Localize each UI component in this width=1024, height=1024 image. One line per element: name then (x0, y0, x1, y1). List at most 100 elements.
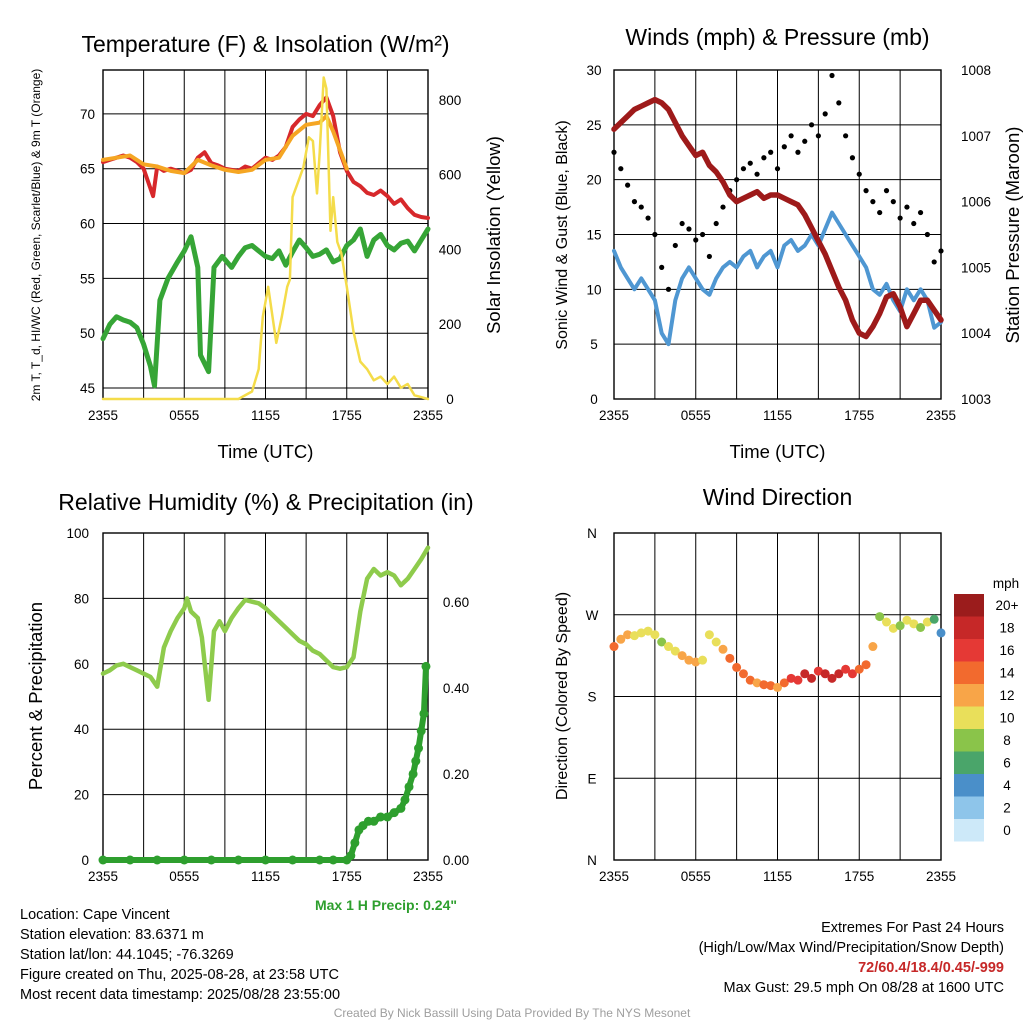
max-gust-text: Max Gust: 29.5 mph On 08/28 at 1600 UTC (723, 980, 1004, 996)
wind-direction-point (882, 617, 891, 627)
colorbar-label: 0 (1003, 823, 1011, 838)
dir-frame (613, 532, 942, 861)
temp-y2-tick-label: 600 (439, 168, 462, 183)
rh-y-tick-label: 20 (74, 788, 89, 803)
temp-y2-tick-label: 200 (439, 317, 462, 332)
location-text: Location: Cape Vincent (20, 907, 170, 923)
rh-chart-title: Relative Humidity (%) & Precipitation (i… (58, 489, 473, 515)
wind-y-tick-label: 0 (590, 392, 598, 407)
wind-gust-point (870, 199, 876, 205)
wind-y2-axis-label: Station Pressure (Maroon) (1002, 127, 1023, 344)
wind-gust-point (645, 215, 651, 221)
max-precip-annotation: Max 1 H Precip: 0.24" (315, 897, 457, 913)
temp-series-line (101, 114, 349, 176)
rh-series-line (100, 545, 431, 703)
wind-gust-point (679, 220, 685, 227)
dir-x-tick-label: 0555 (681, 869, 711, 884)
rh-y-tick-label: 40 (74, 722, 89, 737)
wind-gust-point (754, 171, 760, 177)
wind-gust-point (904, 204, 910, 210)
wind-gust-point (877, 209, 883, 216)
temp-y-tick-label: 60 (80, 217, 95, 232)
dir-y-tick-label: E (587, 771, 596, 786)
created-text: Figure created on Thu, 2025-08-28, at 23… (20, 967, 339, 983)
wind-gust-point (890, 199, 896, 205)
rh-x-tick-label: 2355 (88, 869, 118, 884)
colorbar-label: 8 (1003, 733, 1011, 748)
wind-gust-point (652, 231, 658, 238)
extremes-title: Extremes For Past 24 Hours (821, 920, 1004, 936)
colorbar-label: 2 (1003, 801, 1011, 816)
temp-chart-title: Temperature (F) & Insolation (W/m²) (81, 31, 449, 57)
colorbar-label: 6 (1003, 756, 1011, 771)
colorbar-swatch (954, 706, 984, 729)
colorbar-swatch (954, 616, 984, 639)
dir-y-tick-label: W (586, 608, 599, 623)
wind-direction-point (745, 675, 755, 685)
wind-gust-point (911, 220, 917, 227)
wind-gust-point (836, 100, 842, 106)
colorbar-label: 16 (999, 643, 1014, 658)
wind-x-tick-label: 1155 (763, 408, 792, 423)
wind-gust-point (686, 226, 692, 232)
elevation-text: Station elevation: 83.6371 m (20, 927, 204, 943)
dir-y-tick-label: S (587, 690, 596, 705)
wind-gust-point (822, 111, 828, 117)
wind-x-tick-label: 0555 (681, 408, 711, 423)
temp-series-line (100, 226, 431, 389)
temp-y2-tick-label: 800 (439, 93, 462, 108)
dir-x-tick-label: 2355 (926, 869, 956, 884)
rh-x-tick-label: 2355 (413, 869, 443, 884)
colorbar-label: 14 (999, 666, 1015, 681)
wind-direction-point (916, 622, 926, 632)
wind-x-tick-label: 1755 (844, 408, 874, 423)
wind-gust-point (843, 133, 849, 139)
wind-gust-point (768, 149, 774, 155)
wind-gust-point (672, 242, 678, 249)
wind-direction-point (629, 631, 639, 641)
wind-gust-point (863, 188, 869, 194)
colorbar-swatch (954, 594, 984, 617)
wind-direction-point (725, 653, 735, 663)
colorbar-swatch (954, 796, 984, 819)
wind-direction-point (738, 669, 748, 679)
wind-y2-tick-label: 1006 (961, 195, 991, 210)
wind-direction-point (684, 655, 694, 665)
wind-direction-point (834, 669, 844, 679)
dir-y-tick-label: N (587, 526, 597, 541)
recent-data-text: Most recent data timestamp: 2025/08/28 2… (20, 987, 341, 1003)
wind-direction-point (888, 623, 898, 633)
wind-y2-tick-label: 1007 (961, 129, 991, 144)
rh-y-axis-label: Percent & Precipitation (25, 602, 46, 790)
wind-gust-point (747, 160, 753, 166)
wind-direction-point (698, 655, 708, 665)
colorbar-swatch (954, 684, 984, 707)
wind-direction-point (807, 673, 817, 683)
wind-gust-point (611, 149, 617, 155)
wind-gust-point (931, 259, 937, 265)
temp-x-axis-label: Time (UTC) (218, 441, 314, 462)
wind-direction-point (766, 681, 776, 691)
temp-x-tick-label: 2355 (88, 408, 118, 423)
wind-gust-point (856, 171, 862, 177)
wind-direction-point (786, 673, 796, 683)
wind-direction-point (718, 644, 728, 654)
temp-y-axis-label: 2m T, T_d, HI/WC (Red, Green, Scarlet/Bl… (29, 69, 43, 402)
wind-gust-point (693, 237, 699, 243)
wind-direction-point (936, 628, 946, 638)
wind-gust-point (665, 286, 672, 292)
wind-y-tick-label: 5 (590, 337, 598, 352)
wind-gust-point (788, 133, 794, 139)
wind-gust-point (720, 204, 726, 210)
wind-chart-title: Winds (mph) & Pressure (mb) (625, 24, 929, 50)
wind-gust-point (706, 253, 712, 260)
colorbar-label: 18 (999, 621, 1014, 636)
wind-frame (613, 69, 942, 400)
wind-direction-point (773, 682, 782, 692)
wind-gust-point (829, 72, 835, 79)
wind-direction-point (677, 651, 687, 661)
wind-direction-point (650, 630, 660, 640)
colorbar-swatch (954, 819, 984, 842)
wind-x-axis-label: Time (UTC) (730, 441, 826, 462)
